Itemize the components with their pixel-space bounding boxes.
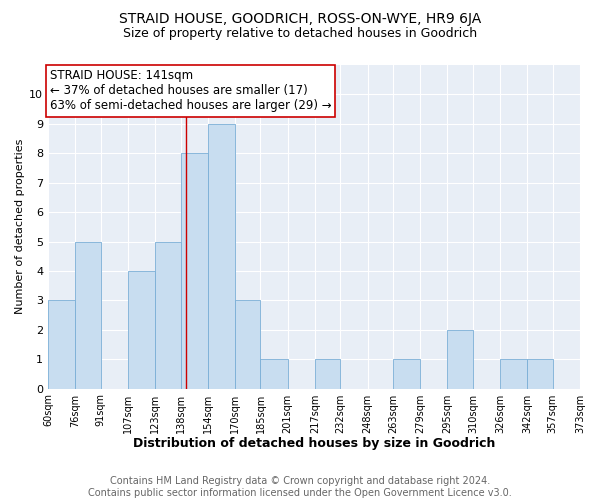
Bar xyxy=(315,359,340,388)
Y-axis label: Number of detached properties: Number of detached properties xyxy=(15,139,25,314)
Bar xyxy=(260,359,287,388)
Bar xyxy=(128,271,155,388)
Text: Contains HM Land Registry data © Crown copyright and database right 2024.
Contai: Contains HM Land Registry data © Crown c… xyxy=(88,476,512,498)
Bar xyxy=(48,300,75,388)
Bar xyxy=(235,300,260,388)
Text: STRAID HOUSE: 141sqm
← 37% of detached houses are smaller (17)
63% of semi-detac: STRAID HOUSE: 141sqm ← 37% of detached h… xyxy=(50,70,331,112)
Bar xyxy=(155,242,181,388)
Text: Size of property relative to detached houses in Goodrich: Size of property relative to detached ho… xyxy=(123,28,477,40)
Bar xyxy=(393,359,420,388)
Bar xyxy=(75,242,101,388)
Text: STRAID HOUSE, GOODRICH, ROSS-ON-WYE, HR9 6JA: STRAID HOUSE, GOODRICH, ROSS-ON-WYE, HR9… xyxy=(119,12,481,26)
Bar xyxy=(181,154,208,388)
Bar xyxy=(448,330,473,388)
Bar xyxy=(527,359,553,388)
Bar xyxy=(208,124,235,388)
X-axis label: Distribution of detached houses by size in Goodrich: Distribution of detached houses by size … xyxy=(133,437,495,450)
Bar xyxy=(500,359,527,388)
